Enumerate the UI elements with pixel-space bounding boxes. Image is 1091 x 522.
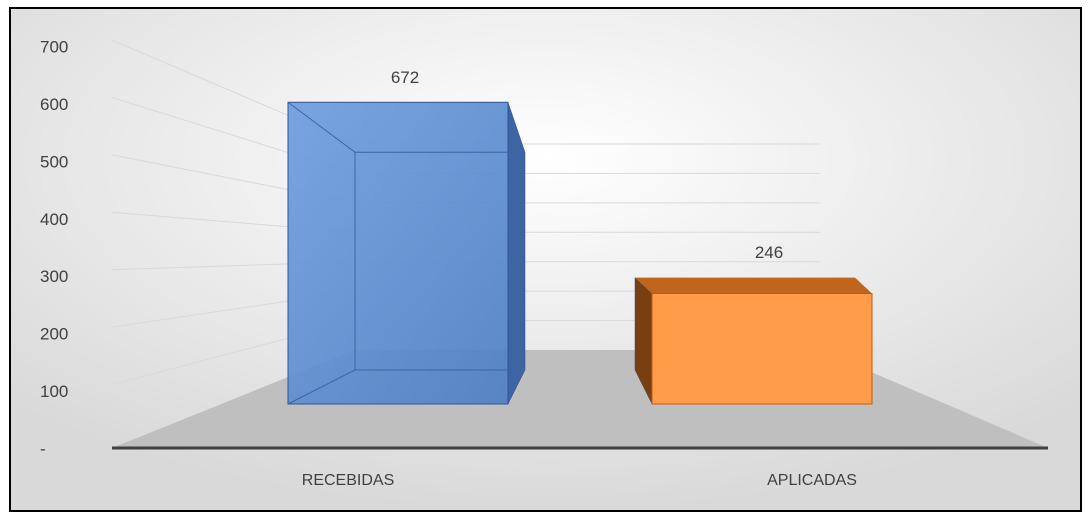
bar-side: [507, 102, 526, 405]
y-tick-label: 500: [40, 152, 68, 171]
y-tick-label: 200: [40, 325, 68, 344]
y-tick-label: 400: [40, 210, 68, 229]
bar: [287, 101, 509, 405]
y-tick-label: 700: [40, 37, 68, 56]
bar-top: [635, 277, 872, 294]
x-tick-label: RECEBIDAS: [302, 472, 394, 489]
x-tick-label: APLICADAS: [767, 472, 857, 489]
y-tick-label: 300: [40, 267, 68, 286]
y-tick-label: 600: [40, 95, 68, 114]
data-label: 672: [391, 68, 419, 87]
y-tick-label: -: [40, 439, 46, 458]
bar-back-edge: [287, 101, 356, 405]
bar: [651, 293, 873, 405]
y-tick-label: 100: [40, 382, 68, 401]
data-label: 246: [755, 243, 783, 262]
